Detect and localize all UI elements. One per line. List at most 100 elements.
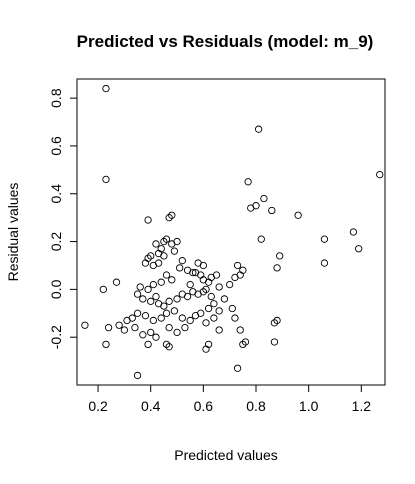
data-point	[144, 285, 152, 294]
data-point	[212, 271, 221, 279]
data-point	[152, 292, 160, 301]
data-point	[144, 216, 152, 224]
data-point	[120, 326, 129, 334]
y-axis-label: Residual values	[5, 183, 21, 282]
data-point	[294, 211, 302, 219]
data-point	[202, 345, 210, 353]
data-point	[186, 316, 194, 325]
data-point	[160, 302, 168, 310]
data-point	[160, 237, 168, 246]
data-point	[102, 175, 110, 184]
data-point	[273, 264, 281, 272]
data-point	[236, 271, 244, 279]
data-point	[320, 235, 329, 243]
data-point	[149, 316, 157, 325]
data-point	[99, 285, 107, 294]
data-point	[173, 328, 181, 337]
data-point	[355, 245, 363, 253]
data-point	[176, 264, 184, 272]
data-point	[233, 364, 242, 372]
data-point	[270, 338, 279, 346]
y-tick-label: 0.2	[48, 232, 64, 252]
data-point	[226, 280, 234, 289]
chart-title: Predicted vs Residuals (model: m_9)	[77, 32, 374, 51]
data-point	[152, 240, 160, 248]
data-point	[133, 371, 142, 380]
x-axis-label: Predicted values	[174, 447, 278, 463]
data-point	[133, 290, 142, 298]
data-point	[257, 235, 265, 243]
data-point	[123, 316, 131, 325]
data-point	[149, 280, 157, 289]
plot-frame	[76, 78, 386, 386]
data-point	[241, 338, 250, 346]
data-point	[254, 125, 263, 133]
data-point	[199, 261, 208, 270]
data-point	[268, 206, 276, 215]
data-point	[152, 333, 160, 341]
data-point	[112, 278, 121, 286]
data-point	[247, 204, 255, 212]
data-point	[165, 343, 173, 351]
data-point	[141, 312, 150, 320]
data-point	[239, 266, 247, 274]
data-point	[183, 292, 192, 301]
data-point	[202, 319, 210, 327]
data-point	[165, 297, 173, 305]
data-point	[215, 283, 223, 291]
data-point	[115, 321, 123, 329]
data-point	[204, 340, 213, 349]
x-tick-label: 0.8	[246, 398, 266, 414]
x-tick-label: 1.0	[299, 398, 319, 414]
data-point	[139, 331, 147, 339]
x-tick-label: 0.2	[88, 398, 108, 414]
data-point	[204, 304, 213, 313]
data-point	[147, 297, 155, 305]
data-point	[157, 245, 165, 253]
data-point	[165, 323, 173, 332]
y-axis: -0.2 0.0 0.2 0.4 0.6 0.8	[48, 88, 77, 349]
y-tick-label: 0.6	[48, 136, 64, 156]
data-point	[231, 314, 239, 322]
data-point	[147, 252, 155, 260]
data-point	[220, 295, 229, 303]
data-point	[173, 237, 181, 246]
data-point	[233, 261, 242, 270]
y-tick-label: 0.4	[48, 184, 64, 204]
data-point	[320, 259, 329, 267]
data-point	[199, 276, 208, 284]
data-point	[207, 292, 215, 301]
data-point	[162, 309, 171, 317]
data-point	[210, 300, 218, 308]
data-point	[228, 304, 236, 313]
data-point	[210, 314, 218, 322]
data-point	[160, 252, 168, 260]
data-point	[276, 252, 284, 260]
data-point	[147, 328, 155, 337]
data-point	[168, 211, 176, 219]
data-point	[157, 278, 165, 286]
y-tick-label: 0.0	[48, 279, 64, 299]
data-point	[131, 323, 139, 332]
data-point	[178, 257, 186, 265]
data-point	[178, 314, 186, 322]
data-point	[170, 307, 179, 315]
x-tick-label: 0.6	[194, 398, 214, 414]
data-point	[165, 214, 173, 222]
data-point	[239, 340, 247, 349]
data-point	[136, 283, 144, 291]
data-point	[173, 295, 181, 303]
data-point	[162, 340, 171, 349]
data-point	[215, 326, 223, 334]
y-tick-label: -0.2	[48, 325, 64, 349]
data-point	[181, 323, 189, 332]
data-point	[215, 307, 223, 315]
data-point	[162, 235, 171, 243]
x-axis: 0.2 0.4 0.6 0.8 1.0 1.2	[88, 385, 371, 414]
data-point	[189, 268, 197, 277]
data-point	[273, 316, 281, 325]
y-tick-label: 0.8	[48, 88, 64, 108]
data-point	[139, 295, 147, 303]
data-point	[102, 84, 110, 93]
